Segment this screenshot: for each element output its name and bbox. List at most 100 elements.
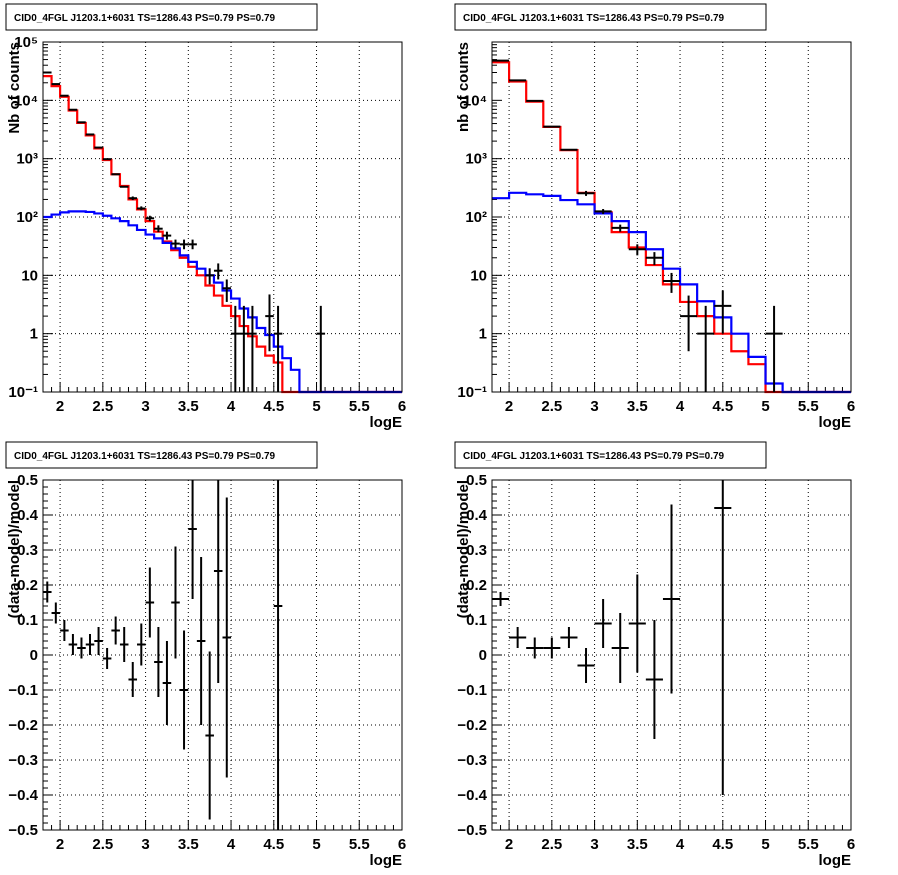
data-point	[628, 244, 646, 256]
y-tick-label: 10⁴	[463, 92, 487, 109]
x-tick-label: 5.5	[349, 836, 370, 853]
data-point	[611, 224, 629, 232]
y-tick-label: −0.5	[8, 822, 38, 839]
x-tick-label: 6	[847, 836, 855, 853]
y-tick-label: −0.3	[457, 752, 487, 769]
data-point	[594, 599, 612, 648]
data-point	[222, 279, 232, 302]
data-point	[162, 231, 172, 240]
plot-frame	[42, 41, 403, 393]
x-tick-label: 5	[312, 836, 320, 853]
data-point	[179, 239, 189, 250]
chart-title-box	[454, 441, 767, 469]
chart-panel-4: CID0_4FGL J1203.1+6031 TS=1286.43 PS=0.7…	[454, 441, 855, 869]
y-tick-label: 10⁵	[14, 34, 38, 51]
data-point	[577, 648, 595, 683]
data-point	[765, 305, 783, 392]
x-tick-label: 5.5	[349, 398, 370, 415]
data-point	[680, 295, 698, 352]
y-tick-label: 0.5	[17, 472, 38, 489]
x-tick-label: 5	[761, 398, 769, 415]
y-tick-label: 0.1	[17, 612, 38, 629]
data-point	[560, 627, 578, 648]
data-point	[662, 504, 681, 694]
y-tick-label: 0.4	[17, 507, 39, 524]
y-tick-label: 0.3	[17, 542, 38, 559]
y-tick-label: 0.1	[466, 612, 487, 629]
x-tick-label: 3.5	[178, 836, 199, 853]
chart-panel-3: CID0_4FGL J1203.1+6031 TS=1286.43 PS=0.7…	[5, 441, 406, 869]
y-tick-label: −0.2	[457, 717, 487, 734]
data-point	[611, 613, 629, 683]
data-point	[51, 602, 61, 624]
data-point	[111, 616, 120, 645]
x-tick-label: 6	[398, 836, 406, 853]
chart-title-box	[5, 441, 318, 469]
x-tick-label: 2.5	[541, 398, 562, 415]
data-point	[188, 239, 197, 250]
plot-frame	[491, 41, 852, 393]
y-axis-label: Nb of counts	[6, 42, 23, 134]
data-point	[145, 215, 155, 222]
x-axis-label: logE	[370, 414, 403, 431]
x-tick-label: 4	[676, 398, 685, 415]
data-point	[239, 305, 249, 392]
data-point	[714, 290, 732, 334]
data-point	[188, 480, 197, 599]
y-tick-label: 10²	[465, 209, 487, 226]
x-tick-label: 4	[227, 836, 236, 853]
data-point	[145, 567, 155, 638]
x-tick-label: 4.5	[263, 398, 284, 415]
data-point	[137, 206, 146, 211]
x-axis-label: logE	[819, 852, 852, 869]
data-point	[248, 305, 257, 392]
plot-frame	[491, 479, 852, 831]
y-axis-label: nb of counts	[455, 42, 472, 132]
y-tick-label: 0.3	[466, 542, 487, 559]
x-tick-label: 3	[590, 398, 598, 415]
data-point	[213, 480, 223, 683]
chart-panel-1: CID0_4FGL J1203.1+6031 TS=1286.43 PS=0.7…	[5, 3, 406, 431]
y-tick-label: 0	[479, 647, 487, 664]
y-tick-label: 10⁻¹	[8, 384, 38, 401]
data-point	[697, 305, 715, 392]
data-point	[196, 557, 206, 725]
chart-title: CID0_4FGL J1203.1+6031 TS=1286.43 PS=0.7…	[463, 13, 725, 24]
chart-title: CID0_4FGL J1203.1+6031 TS=1286.43 PS=0.7…	[14, 451, 276, 462]
y-tick-label: −0.4	[457, 787, 487, 804]
data-point	[714, 480, 732, 795]
x-tick-label: 3	[141, 398, 149, 415]
y-tick-label: −0.4	[8, 787, 38, 804]
x-tick-label: 3.5	[627, 398, 648, 415]
y-tick-label: 10²	[16, 209, 38, 226]
data-point	[128, 662, 138, 697]
y-axis-label: (data-model)/model	[6, 480, 23, 618]
histogram-series-1	[492, 61, 851, 394]
data-point	[205, 268, 214, 285]
chart-title: CID0_4FGL J1203.1+6031 TS=1286.43 PS=0.7…	[463, 451, 725, 462]
y-tick-label: 10⁻¹	[457, 384, 487, 401]
y-tick-label: −0.2	[8, 717, 38, 734]
data-point	[222, 497, 232, 778]
data-point	[213, 263, 223, 280]
data-point	[154, 627, 163, 697]
chart-title-box	[5, 3, 318, 31]
y-tick-label: 0	[30, 647, 38, 664]
y-tick-label: 10³	[16, 151, 38, 168]
x-tick-label: 4	[676, 836, 685, 853]
data-point	[662, 272, 681, 293]
histogram-series-1	[43, 75, 402, 394]
data-point	[543, 637, 561, 659]
x-tick-label: 3	[141, 836, 149, 853]
x-tick-label: 4.5	[712, 836, 733, 853]
data-point	[68, 634, 78, 655]
data-point	[509, 627, 527, 648]
data-point	[492, 592, 510, 606]
x-tick-label: 2	[505, 398, 513, 415]
chart-panel-2: CID0_4FGL J1203.1+6031 TS=1286.43 PS=0.7…	[454, 3, 855, 431]
data-point	[645, 252, 663, 266]
plot-frame	[42, 479, 403, 831]
x-tick-label: 2	[505, 836, 513, 853]
data-point	[119, 627, 129, 662]
